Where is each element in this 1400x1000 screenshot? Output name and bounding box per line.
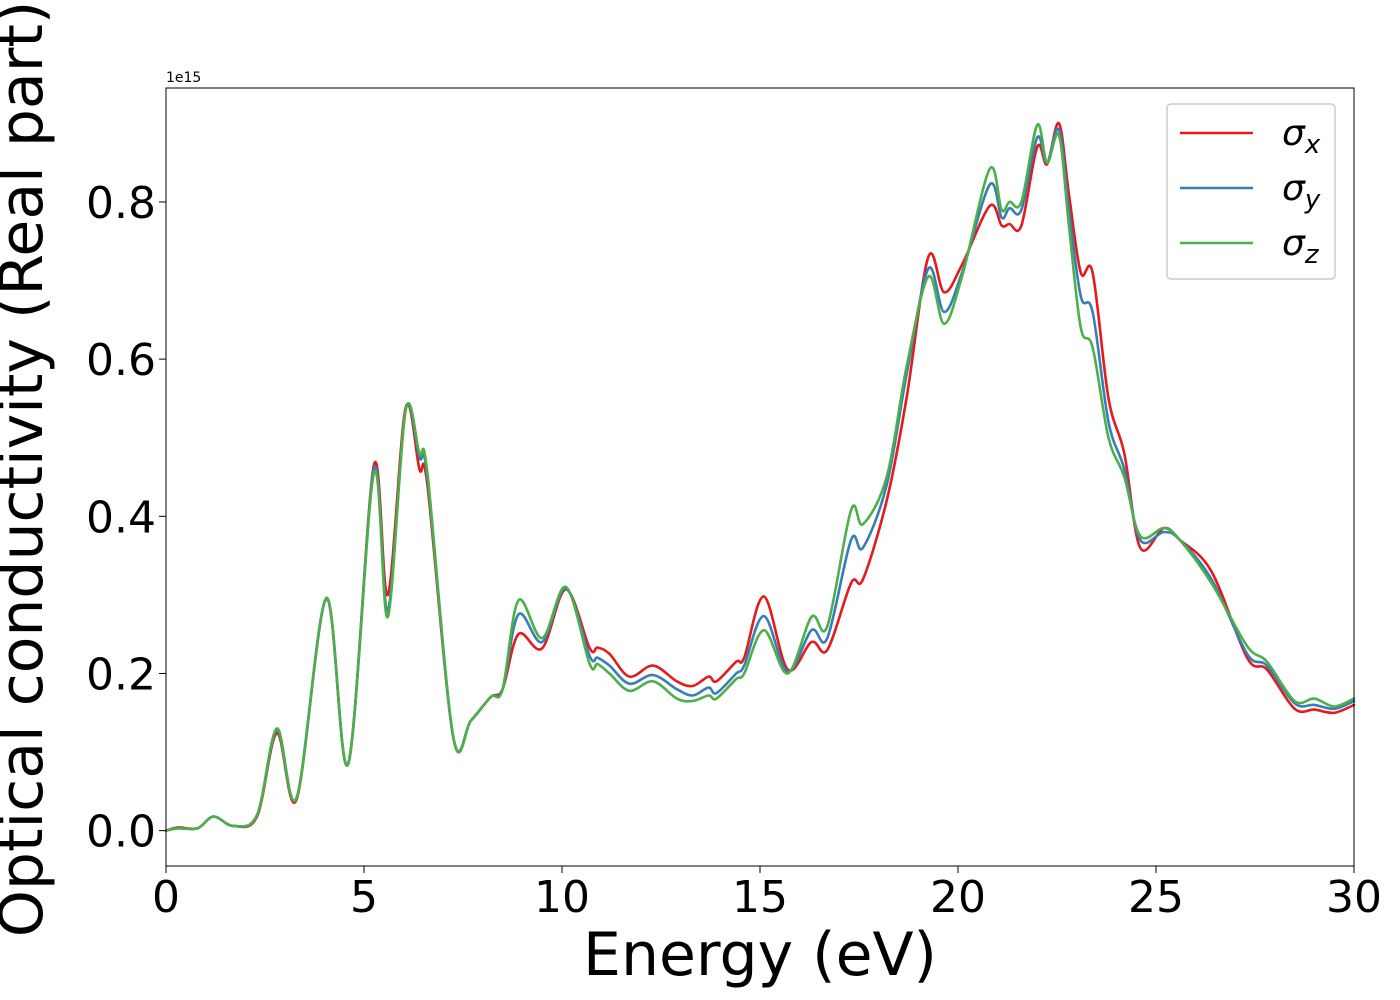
x-tick-label: 25 (1128, 872, 1184, 923)
y-ticks: 0.0 0.2 0.4 0.6 0.8 (86, 178, 166, 858)
y-tick-label: 0.0 (86, 807, 156, 858)
x-ticks: 0 5 10 15 20 25 30 (152, 866, 1382, 923)
legend-item-sigma-x[interactable]: σx (1180, 113, 1321, 160)
legend-item-sigma-z[interactable]: σz (1180, 223, 1320, 270)
x-axis-title: Energy (eV) (583, 920, 937, 990)
x-tick-label: 30 (1326, 872, 1382, 923)
legend-label: σx (1282, 113, 1321, 160)
x-tick-label: 0 (152, 872, 180, 923)
legend-symbol: σ (1282, 223, 1306, 264)
x-tick-label: 5 (350, 872, 378, 923)
y-tick-label: 0.2 (86, 649, 156, 700)
series-line-sigma-z (164, 123, 1356, 832)
x-tick-label: 10 (534, 872, 590, 923)
legend-symbol: σ (1282, 168, 1306, 209)
y-tick-label: 0.6 (86, 335, 156, 386)
legend-subscript: z (1304, 240, 1320, 270)
legend-label: σz (1282, 223, 1320, 270)
y-tick-label: 0.8 (86, 178, 156, 229)
legend-symbol: σ (1282, 113, 1306, 154)
legend-item-sigma-y[interactable]: σy (1180, 168, 1321, 215)
y-tick-label: 0.4 (86, 492, 156, 543)
x-tick-label: 20 (930, 872, 986, 923)
series-layer (164, 122, 1356, 832)
x-tick-label: 15 (732, 872, 788, 923)
legend-box (1166, 103, 1336, 280)
legend-label: σy (1282, 168, 1321, 215)
y-axis-title: Optical conductivity (Real part) (0, 1, 57, 938)
y-offset-label: 1e15 (166, 70, 201, 86)
legend-subscript: x (1304, 130, 1321, 160)
legend-subscript: y (1304, 185, 1321, 215)
